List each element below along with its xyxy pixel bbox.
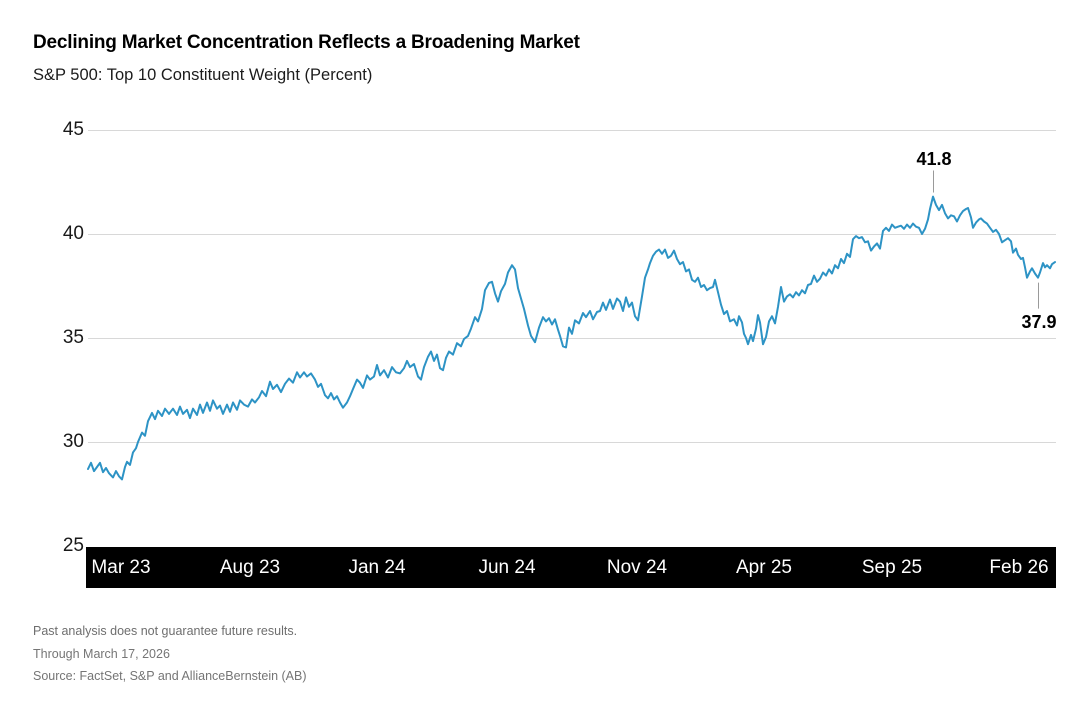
data-line [87,195,1056,481]
x-axis-label: Sep 25 [861,557,923,578]
x-axis-bar: Mar 23 Aug 23 Jan 24 Jun 24 Nov 24 Apr 25 Sep … [86,547,1056,588]
source-text: Source: FactSet, S&P and AllianceBernste… [33,669,307,683]
x-axis-label: Apr 25 [736,557,792,578]
annotation-label: 41.8 [916,148,952,169]
y-axis-label: 35 [62,327,84,348]
y-axis-label: 45 [62,119,84,140]
disclaimer-text: Past analysis does not guarantee future … [33,624,298,638]
through-date-text: Through March 17, 2026 [33,646,170,661]
y-axis-label: 40 [62,223,84,244]
x-axis-label: Mar 23 [91,557,151,578]
x-axis-label: Nov 24 [606,557,668,578]
x-axis-label: Feb 26 [989,557,1049,578]
y-axis-label: 30 [62,431,84,452]
chart-subtitle: S&P 500: Top 10 Constituent Weight (Perc… [33,66,373,84]
x-axis-label: Jun 24 [478,557,536,578]
y-axis-label: 25 [62,535,84,556]
annotation-label: 37.9 [1021,311,1057,332]
chart-footer: Past analysis does not guarantee future … [33,624,307,692]
x-axis-label: Aug 23 [219,557,281,578]
chart-title: Declining Market Concentration Reflects … [33,32,580,53]
x-axis-label: Jan 24 [348,557,406,578]
